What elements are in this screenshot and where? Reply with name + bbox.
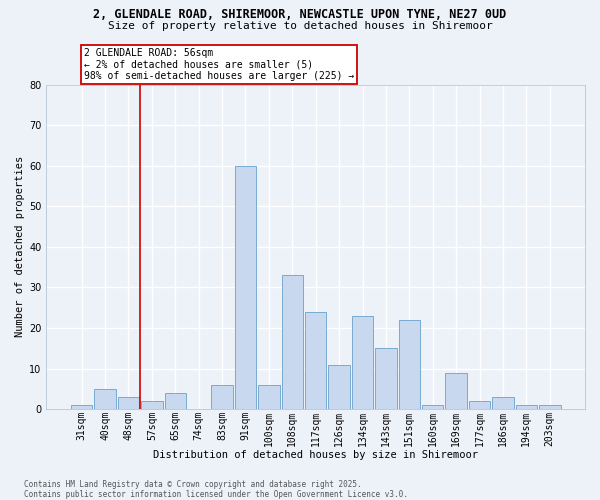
Text: 2 GLENDALE ROAD: 56sqm
← 2% of detached houses are smaller (5)
98% of semi-detac: 2 GLENDALE ROAD: 56sqm ← 2% of detached … [84,48,354,82]
Bar [492,397,514,409]
Bar [352,316,373,409]
Bar [445,372,467,409]
Bar [469,401,490,409]
Bar [328,364,350,409]
X-axis label: Distribution of detached houses by size in Shiremoor: Distribution of detached houses by size … [153,450,478,460]
Bar [118,397,139,409]
Bar [281,276,303,409]
Text: 2, GLENDALE ROAD, SHIREMOOR, NEWCASTLE UPON TYNE, NE27 0UD: 2, GLENDALE ROAD, SHIREMOOR, NEWCASTLE U… [94,8,506,20]
Bar [94,389,116,409]
Bar [539,405,560,409]
Text: Size of property relative to detached houses in Shiremoor: Size of property relative to detached ho… [107,21,493,31]
Bar [164,393,186,409]
Bar [305,312,326,409]
Text: Contains HM Land Registry data © Crown copyright and database right 2025.
Contai: Contains HM Land Registry data © Crown c… [24,480,408,499]
Bar [258,385,280,409]
Bar [211,385,233,409]
Bar [141,401,163,409]
Bar [71,405,92,409]
Bar [398,320,420,409]
Bar [422,405,443,409]
Bar [375,348,397,409]
Bar [235,166,256,409]
Y-axis label: Number of detached properties: Number of detached properties [15,156,25,338]
Bar [515,405,537,409]
